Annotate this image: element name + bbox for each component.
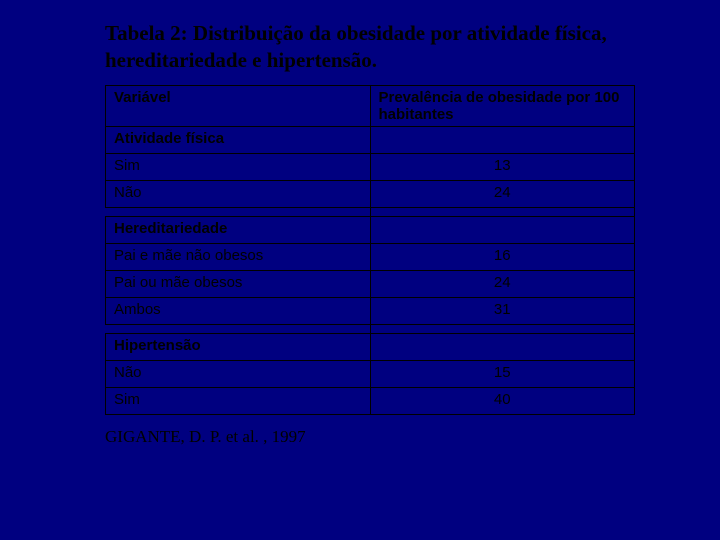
table-row: Pai e mãe não obesos 16 <box>106 243 635 270</box>
hypertension-empty <box>370 333 635 360</box>
section-heredity: Hereditariedade <box>106 216 635 243</box>
hypertension-nao-label: Não <box>106 360 371 387</box>
heredity-both-value: 31 <box>370 297 635 324</box>
heredity-both-label: Ambos <box>106 297 371 324</box>
table-row: Sim 40 <box>106 387 635 414</box>
heredity-one-value: 24 <box>370 270 635 297</box>
activity-empty <box>370 126 635 153</box>
header-prevalence: Prevalência de obesidade por 100 habitan… <box>370 85 635 126</box>
hypertension-nao-value: 15 <box>370 360 635 387</box>
table-row: Não 15 <box>106 360 635 387</box>
obesity-table: Variável Prevalência de obesidade por 10… <box>105 85 635 415</box>
table-title: Tabela 2: Distribuição da obesidade por … <box>105 20 635 75</box>
table-row: Não 24 <box>106 180 635 207</box>
activity-nao-label: Não <box>106 180 371 207</box>
hypertension-label: Hipertensão <box>106 333 371 360</box>
heredity-label: Hereditariedade <box>106 216 371 243</box>
activity-label: Atividade física <box>106 126 371 153</box>
spacer-cell <box>370 207 635 216</box>
header-row: Variável Prevalência de obesidade por 10… <box>106 85 635 126</box>
section-activity: Atividade física <box>106 126 635 153</box>
spacer-cell <box>106 207 371 216</box>
activity-sim-value: 13 <box>370 153 635 180</box>
heredity-none-label: Pai e mãe não obesos <box>106 243 371 270</box>
spacer-row <box>106 207 635 216</box>
spacer-cell <box>106 324 371 333</box>
heredity-empty <box>370 216 635 243</box>
heredity-one-label: Pai ou mãe obesos <box>106 270 371 297</box>
section-hypertension: Hipertensão <box>106 333 635 360</box>
spacer-row <box>106 324 635 333</box>
hypertension-sim-value: 40 <box>370 387 635 414</box>
activity-sim-label: Sim <box>106 153 371 180</box>
activity-nao-value: 24 <box>370 180 635 207</box>
hypertension-sim-label: Sim <box>106 387 371 414</box>
table-row: Pai ou mãe obesos 24 <box>106 270 635 297</box>
header-variable: Variável <box>106 85 371 126</box>
heredity-none-value: 16 <box>370 243 635 270</box>
spacer-cell <box>370 324 635 333</box>
table-row: Sim 13 <box>106 153 635 180</box>
citation: GIGANTE, D. P. et al. , 1997 <box>105 427 635 447</box>
table-row: Ambos 31 <box>106 297 635 324</box>
